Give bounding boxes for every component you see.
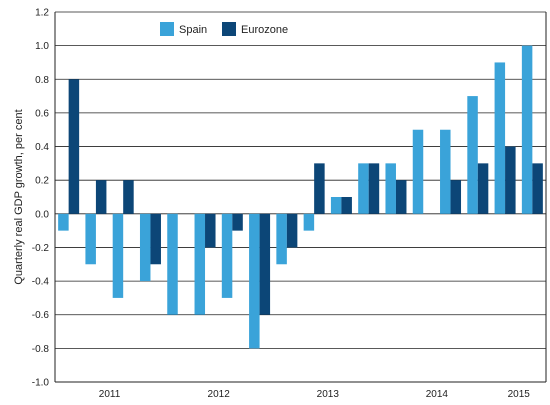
- bar-spain-2013-q2: [303, 213, 315, 231]
- bar-spain-2013-q3: [330, 197, 342, 214]
- y-tick-labels: 1.2 1.0 0.8 0.6 0.4 0.2 0.0 -0.2 -0.4 -0.6 -0.8 -1.…: [32, 8, 50, 389]
- bar-eurozone-2013-q3: [341, 197, 352, 214]
- bar-eurozone-2012-q3: [232, 213, 243, 231]
- legend-swatch-spain: [160, 22, 174, 36]
- legend-label-spain: Spain: [179, 24, 207, 36]
- y-tick-label: -1.0: [32, 378, 50, 389]
- legend: Spain Eurozone: [160, 22, 288, 36]
- bar-eurozone-2011-q2: [95, 180, 107, 214]
- bar-eurozone-2015-q1: [505, 146, 516, 214]
- y-tick-label: 0.6: [35, 108, 49, 119]
- legend-swatch-eurozone: [222, 22, 236, 36]
- legend-label-eurozone: Eurozone: [241, 24, 288, 36]
- bar-spain-2014-q1: [385, 163, 396, 214]
- y-tick-label: -0.6: [32, 310, 50, 321]
- bar-spain-2013-q1: [276, 213, 287, 265]
- bar-spain-2015-q1: [494, 62, 506, 214]
- bar-spain-2014-q2: [412, 129, 424, 214]
- x-tick-label: 2013: [317, 389, 340, 400]
- bar-spain-2012-q4: [249, 213, 260, 349]
- bar-eurozone-2013-q2: [314, 163, 325, 214]
- bar-eurozone-2011-q4: [150, 213, 161, 265]
- bar-spain-2015-q2: [521, 45, 533, 214]
- axes-frame: [54, 12, 547, 383]
- bar-spain-2012-q2: [194, 213, 206, 315]
- bar-eurozone-2011-q3: [123, 180, 134, 214]
- x-tick-label: 2015: [508, 389, 531, 400]
- y-tick-label: 1.2: [35, 8, 49, 19]
- bar-spain-2011-q3: [112, 213, 124, 298]
- gridlines: [55, 11, 546, 383]
- bar-spain-2013-q4: [358, 163, 369, 214]
- bar-spain-2012-q1: [167, 213, 178, 315]
- bars: [58, 45, 543, 349]
- bar-spain-2011-q1: [58, 213, 69, 231]
- y-tick-label: 0.0: [35, 209, 49, 220]
- bar-eurozone-2014-q1: [395, 180, 407, 214]
- bar-eurozone-2015-q2: [532, 163, 543, 214]
- bar-eurozone-2012-q4: [259, 213, 271, 315]
- bar-spain-2011-q2: [85, 213, 96, 265]
- bar-eurozone-2013-q4: [368, 163, 380, 214]
- bar-spain-2014-q4: [467, 96, 478, 214]
- y-tick-label: 0.8: [35, 75, 49, 86]
- plot-area-background: [55, 12, 546, 382]
- x-tick-label: 2011: [99, 389, 121, 400]
- y-tick-label: 0.4: [35, 142, 49, 153]
- y-tick-label: -0.8: [32, 344, 50, 355]
- bar-eurozone-2013-q1: [286, 213, 298, 248]
- bar-eurozone-2011-q1: [68, 79, 80, 214]
- x-tick-labels: 2011 2012 2013 2014 2015: [99, 389, 530, 400]
- bar-eurozone-2012-q2: [205, 213, 216, 248]
- bar-eurozone-2014-q3: [450, 180, 462, 214]
- bar-spain-2011-q4: [139, 213, 151, 282]
- y-tick-label: -0.4: [32, 277, 50, 288]
- x-tick-label: 2012: [208, 389, 231, 400]
- y-tick-label: -0.2: [32, 243, 50, 254]
- bar-eurozone-2014-q4: [477, 163, 489, 214]
- y-tick-label: 1.0: [35, 41, 49, 52]
- y-axis-label: Quarterly real GDP growth, per cent: [13, 109, 25, 284]
- bar-spain-2012-q3: [221, 213, 233, 298]
- x-tick-label: 2014: [426, 389, 449, 400]
- y-tick-label: 0.2: [35, 176, 49, 187]
- bar-spain-2014-q3: [440, 129, 451, 214]
